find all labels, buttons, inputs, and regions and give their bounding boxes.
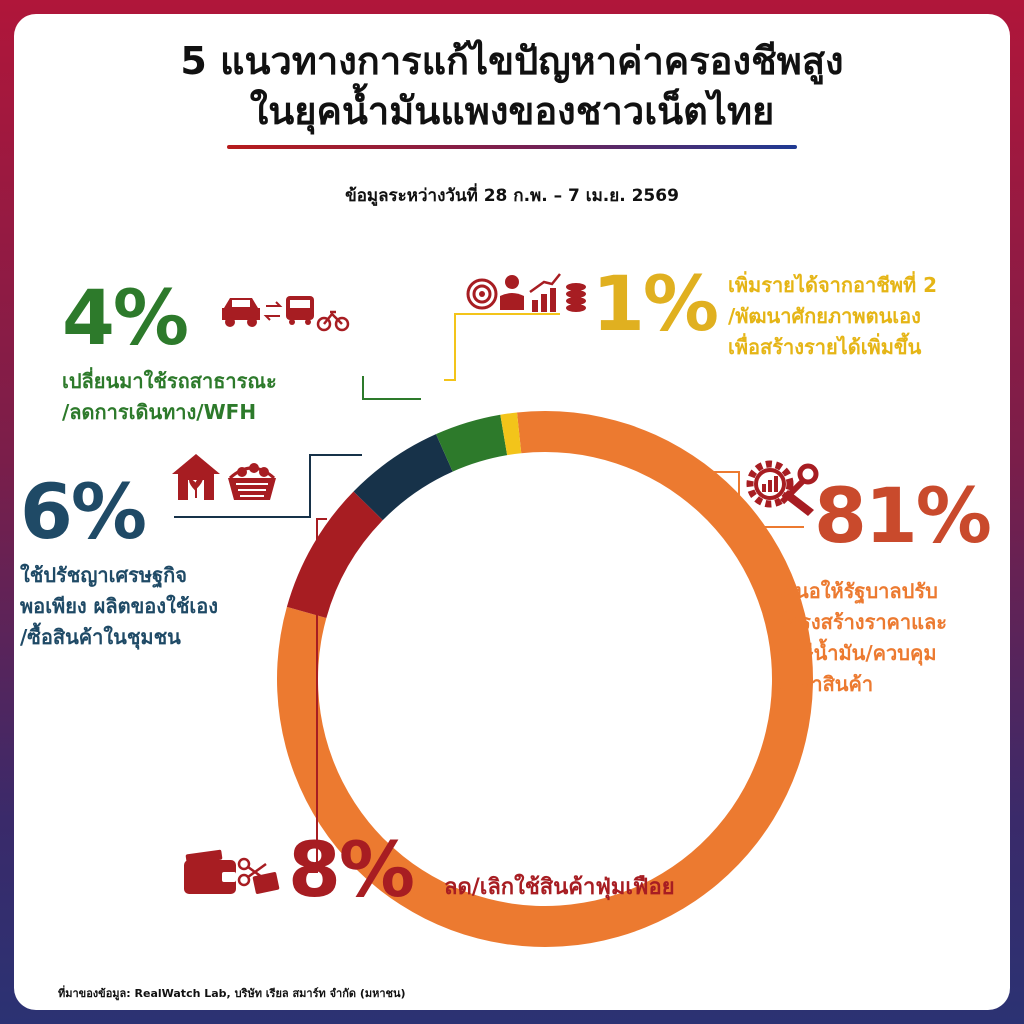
desc-fuel-line-3: ภาษีน้ำมัน/ควบคุม	[776, 641, 937, 665]
leader-line-income	[444, 313, 560, 381]
page-title: 5 แนวทางการแก้ไขปัญหาค่าครองชีพสูง ในยุค…	[14, 36, 1010, 136]
title-divider	[227, 145, 797, 149]
leader-line-transport	[362, 376, 421, 400]
desc-fuel-line-1: เสนอให้รัฐบาลปรับ	[776, 579, 938, 603]
donut-chart	[174, 313, 813, 948]
slice-income	[500, 412, 522, 456]
leader-line-fuel	[710, 471, 804, 528]
date-range-subtitle: ข้อมูลระหว่างวันที่ 28 ก.พ. – 7 เม.ย. 25…	[345, 186, 679, 206]
desc-income-line-2: /พัฒนาศักยภาพตนเอง	[728, 304, 921, 328]
desc-sufficiency-line-2: พอเพียง ผลิตของใช้เอง	[20, 594, 219, 618]
target-reader-coins-icon	[466, 273, 586, 312]
leader-line-sufficiency	[174, 454, 362, 518]
house-plant-basket-icon	[172, 454, 276, 500]
desc-income: เพิ่มรายได้จากอาชีพที่ 2 /พัฒนาศักยภาพตน…	[728, 270, 937, 363]
desc-income-line-3: เพื่อสร้างรายได้เพิ่มขึ้น	[728, 335, 922, 359]
desc-sufficiency: ใช้ปรัชญาเศรษฐกิจ พอเพียง ผลิตของใช้เอง …	[20, 560, 218, 653]
title-line-2: ในยุคน้ำมันแพงของชาวเน็ตไทย	[249, 89, 775, 133]
desc-sufficiency-line-1: ใช้ปรัชญาเศรษฐกิจ	[20, 563, 187, 587]
pct-label-sufficiency: 6%	[20, 467, 147, 556]
desc-income-line-1: เพิ่มรายได้จากอาชีพที่ 2	[728, 273, 938, 297]
wallet-scissors-icon	[184, 849, 280, 894]
pct-label-transport: 4%	[62, 273, 189, 362]
desc-luxury: ลด/เลิกใช้สินค้าฟุ่มเฟือย	[444, 875, 675, 900]
slice-luxury	[286, 491, 383, 618]
leader-line-luxury	[304, 518, 327, 873]
infographic-card: 5 แนวทางการแก้ไขปัญหาค่าครองชีพสูง ในยุค…	[14, 14, 1010, 1010]
title-line-1: 5 แนวทางการแก้ไขปัญหาค่าครองชีพสูง	[180, 39, 844, 83]
slice-sufficiency	[353, 434, 453, 521]
desc-fuel-line-2: โครงสร้างราคาและ	[776, 610, 948, 634]
desc-transport-line-2: /ลดการเดินทาง/WFH	[62, 400, 257, 424]
pct-label-income: 1%	[592, 259, 719, 348]
desc-fuel-line-4: ราคาสินค้า	[776, 672, 874, 696]
desc-fuel: เสนอให้รัฐบาลปรับ โครงสร้างราคาและ ภาษีน…	[776, 576, 947, 700]
source-note: ที่มาของข้อมูล: RealWatch Lab, บริษัท เร…	[58, 987, 406, 1000]
desc-transport-line-1: เปลี่ยนมาใช้รถสาธารณะ	[62, 369, 277, 393]
desc-transport: เปลี่ยนมาใช้รถสาธารณะ /ลดการเดินทาง/WFH	[62, 366, 277, 428]
gear-wrench-chart-icon	[746, 460, 819, 516]
pct-label-fuel: 81%	[814, 471, 992, 560]
pct-label-luxury: 8%	[288, 825, 415, 914]
car-bus-bicycle-icon	[222, 296, 350, 332]
desc-sufficiency-line-3: /ซื้อสินค้าในชุมชน	[20, 625, 181, 649]
slice-transport	[435, 414, 508, 472]
